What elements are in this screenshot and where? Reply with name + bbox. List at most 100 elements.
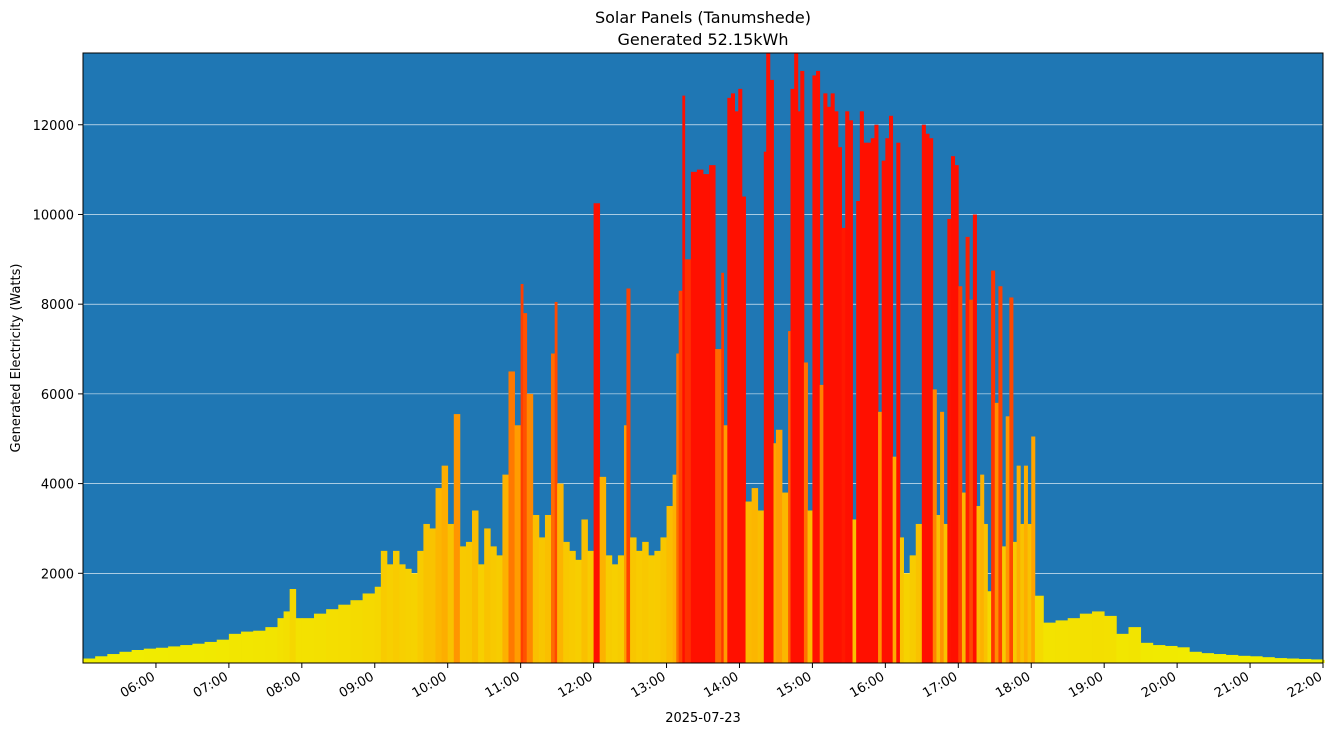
- bar: [1140, 642, 1154, 663]
- bar: [1020, 523, 1025, 663]
- bar: [812, 75, 817, 664]
- bar: [940, 411, 945, 663]
- bar: [459, 546, 467, 663]
- bar: [951, 156, 956, 664]
- bar: [745, 501, 753, 663]
- bar: [1002, 546, 1007, 663]
- x-tick-label: 22:00: [1285, 669, 1325, 701]
- x-tick-label: 21:00: [1212, 669, 1252, 701]
- bar: [867, 142, 872, 664]
- bar: [551, 353, 556, 663]
- bar: [1013, 541, 1018, 663]
- bar: [983, 523, 988, 663]
- bar: [393, 550, 400, 663]
- bar: [563, 541, 570, 663]
- bar: [630, 537, 637, 663]
- bar: [1079, 613, 1093, 663]
- bar: [721, 272, 725, 663]
- y-tick-label: 8000: [41, 298, 74, 313]
- bar: [803, 362, 808, 663]
- bar: [1177, 647, 1190, 663]
- bar: [526, 393, 534, 663]
- bar: [1055, 620, 1069, 663]
- bar: [807, 510, 813, 663]
- bar: [709, 165, 716, 663]
- bar: [405, 568, 412, 663]
- bar: [1237, 655, 1251, 663]
- x-tick-label: 20:00: [1139, 669, 1179, 701]
- bar: [380, 550, 388, 663]
- bar: [617, 555, 625, 663]
- bar: [295, 618, 303, 663]
- bar: [987, 591, 992, 663]
- x-tick-label: 15:00: [774, 669, 814, 701]
- bar: [727, 97, 732, 663]
- y-tick-label: 6000: [41, 388, 74, 403]
- bar: [569, 550, 576, 663]
- bar: [1067, 618, 1081, 663]
- bar: [599, 476, 607, 663]
- bar: [676, 353, 680, 663]
- bar: [672, 474, 677, 663]
- bar: [827, 106, 832, 663]
- x-tick-label: 17:00: [920, 669, 960, 701]
- bar: [593, 203, 601, 663]
- bar: [1023, 465, 1028, 663]
- bar: [980, 474, 985, 663]
- bar: [605, 555, 613, 663]
- bar: [947, 218, 952, 664]
- bar: [837, 147, 842, 664]
- bar: [943, 523, 948, 663]
- bar: [834, 111, 839, 663]
- bar: [889, 115, 894, 663]
- bar: [819, 384, 824, 663]
- bar: [216, 639, 230, 663]
- bar: [228, 633, 242, 663]
- bar: [666, 506, 674, 663]
- bar: [313, 613, 327, 663]
- x-tick-label: 12:00: [556, 669, 596, 701]
- bar: [682, 95, 686, 663]
- bar: [417, 550, 424, 663]
- bar: [611, 564, 619, 663]
- bar: [696, 169, 704, 663]
- bar: [800, 70, 805, 664]
- bar: [929, 138, 934, 663]
- bar: [766, 53, 771, 663]
- x-tick-label: 11:00: [483, 669, 523, 701]
- bar: [782, 492, 789, 663]
- bar: [788, 331, 791, 663]
- bar: [1152, 645, 1166, 663]
- bar: [538, 537, 546, 663]
- bar: [374, 586, 382, 663]
- bar: [848, 120, 853, 663]
- plot-frame: [82, 52, 1324, 664]
- bar: [790, 88, 795, 664]
- x-axis: 06:00 07:00 08:00 09:00 10:00 11:00 12:00 13:00…: [118, 663, 1325, 701]
- bar: [447, 523, 455, 663]
- bar: [1213, 654, 1227, 663]
- bar: [587, 550, 594, 663]
- bar: [881, 160, 886, 663]
- bar: [1009, 297, 1014, 663]
- bar-series: [83, 53, 1325, 664]
- bar: [1225, 654, 1239, 663]
- bar: [95, 656, 108, 663]
- y-tick-label: 4000: [41, 478, 74, 493]
- bar: [472, 510, 479, 663]
- bar: [976, 506, 981, 663]
- x-tick-label: 06:00: [118, 669, 158, 701]
- bar: [155, 647, 169, 663]
- bar: [909, 555, 917, 663]
- x-tick-label: 07:00: [191, 669, 231, 701]
- bar: [690, 171, 698, 663]
- y-axis: 2000 4000 6000 8000 10000 12000: [33, 119, 83, 582]
- bar: [350, 600, 364, 663]
- bar: [520, 283, 524, 663]
- x-tick-label: 19:00: [1066, 669, 1106, 701]
- bar: [972, 214, 977, 663]
- bar: [859, 111, 864, 663]
- x-tick-label: 10:00: [410, 669, 450, 701]
- bar: [338, 604, 351, 663]
- x-tick-label: 18:00: [993, 669, 1033, 701]
